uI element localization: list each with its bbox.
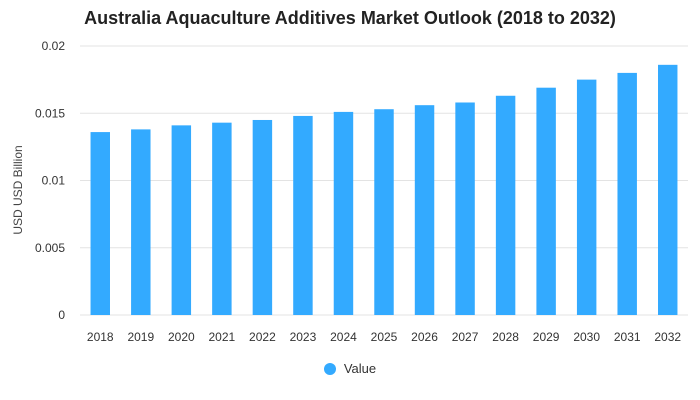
bar — [617, 72, 637, 316]
bar — [252, 119, 273, 315]
x-tick-label: 2028 — [492, 330, 519, 344]
x-tick-label: 2021 — [209, 330, 236, 344]
chart-title: Australia Aquaculture Additives Market O… — [84, 8, 616, 28]
bar — [131, 129, 151, 315]
y-tick-label: 0.01 — [42, 174, 66, 188]
bar — [212, 122, 232, 315]
bar — [293, 115, 313, 315]
bar — [658, 64, 678, 315]
x-tick-label: 2027 — [452, 330, 479, 344]
bar — [90, 132, 110, 315]
x-tick-label: 2025 — [371, 330, 398, 344]
x-tick-label: 2018 — [87, 330, 114, 344]
x-tick-label: 2031 — [614, 330, 641, 344]
x-tick-label: 2032 — [654, 330, 681, 344]
x-tick-label: 2024 — [330, 330, 357, 344]
y-tick-label: 0 — [58, 308, 65, 322]
y-tick-label: 0.02 — [42, 39, 66, 53]
bar — [455, 102, 475, 316]
legend-label: Value — [343, 361, 377, 376]
bar — [374, 109, 394, 315]
legend-swatch — [323, 362, 336, 375]
x-tick-label: 2023 — [290, 330, 317, 344]
x-tick-label: 2019 — [127, 330, 154, 344]
bar — [333, 111, 354, 315]
bar — [414, 105, 435, 316]
bar — [536, 87, 556, 315]
x-tick-label: 2029 — [533, 330, 560, 344]
bar — [576, 79, 597, 315]
x-tick-label: 2022 — [249, 330, 276, 344]
y-tick-label: 0.015 — [35, 106, 65, 120]
x-tick-label: 2030 — [573, 330, 600, 344]
y-tick-label: 0.005 — [35, 241, 65, 255]
bar — [171, 125, 192, 315]
bar — [495, 95, 516, 315]
x-tick-label: 2026 — [411, 330, 438, 344]
legend[interactable]: Value — [0, 361, 700, 376]
x-tick-label: 2020 — [168, 330, 195, 344]
